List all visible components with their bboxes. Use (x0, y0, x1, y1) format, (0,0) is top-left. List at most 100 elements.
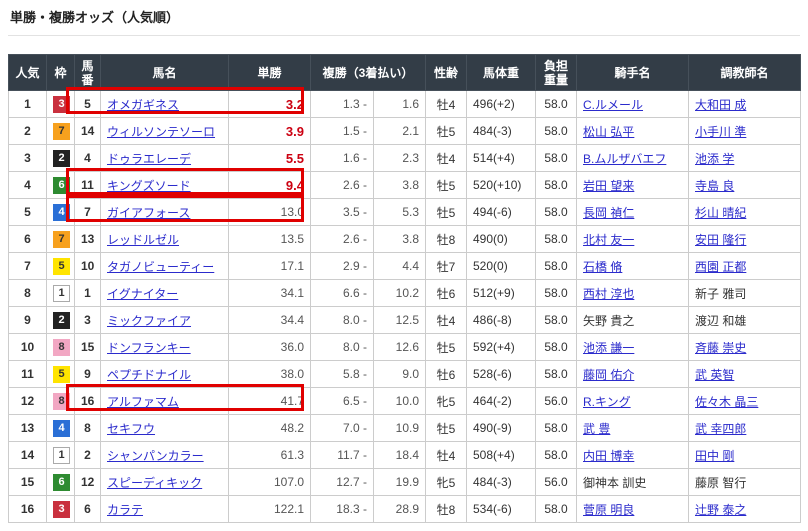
horse-number-cell: 4 (74, 144, 101, 172)
jockey-link[interactable]: 菅原 明良 (583, 502, 635, 517)
trainer-link[interactable]: 安田 隆行 (695, 232, 747, 247)
horse-name-link[interactable]: ガイアフォース (107, 205, 191, 220)
place-odds-max-cell: 4.4 (373, 252, 426, 280)
body-weight-cell: 464(-2) (466, 387, 536, 415)
trainer-link[interactable]: 佐々木 晶三 (695, 394, 759, 409)
horse-number-cell: 8 (74, 414, 101, 442)
place-odds-min: 8.0 (342, 340, 360, 354)
horse-number-cell: 13 (74, 225, 101, 253)
horse-name-link[interactable]: ミックファイア (107, 313, 192, 328)
trainer-link[interactable]: 小手川 準 (695, 124, 747, 139)
jockey-link[interactable]: 松山 弘平 (583, 124, 635, 139)
popularity-cell: 4 (8, 171, 47, 199)
trainer-link[interactable]: 西園 正都 (695, 259, 747, 274)
frame-badge: 8 (53, 392, 70, 410)
trainer-link[interactable]: 杉山 晴紀 (695, 205, 747, 220)
trainer-link[interactable]: 辻野 泰之 (695, 502, 747, 517)
place-odds-min: 18.3 (336, 502, 360, 516)
jockey-link[interactable]: 西村 淳也 (583, 286, 635, 301)
win-odds: 38.0 (280, 367, 304, 381)
horse-name-link[interactable]: ドンフランキー (107, 340, 191, 355)
trainer-link[interactable]: 斉藤 崇史 (695, 340, 747, 355)
odds-table-wrap: 人気 枠 馬番 馬名 単勝 複勝（3着払い） 性齢 馬体重 負担重量 騎手名 調… (8, 54, 801, 523)
place-odds-dash: - (363, 448, 367, 462)
jockey-link[interactable]: R.キング (583, 394, 631, 409)
jockey-link[interactable]: B.ムルザバエフ (583, 151, 667, 166)
jockey-link[interactable]: 岩田 望来 (583, 178, 635, 193)
place-odds-min-cell: 1.3 - (310, 90, 374, 118)
jockey-cell: 藤岡 佑介 (576, 360, 689, 388)
place-odds-dash: - (363, 259, 367, 273)
horse-name-link[interactable]: ウィルソンテソーロ (107, 124, 216, 139)
jockey-link[interactable]: C.ルメール (583, 97, 644, 112)
table-row: 12 8 16 アルファマム 41.7 6.5 - 10.0 牝5 464(-2… (8, 387, 801, 415)
table-row: 4 6 11 キングズソード 9.4 2.6 - 3.8 牡5 520(+10)… (8, 171, 801, 199)
horse-name-cell: スピーディキック (100, 468, 229, 496)
jockey-link[interactable]: 武 豊 (583, 421, 611, 436)
horse-name-link[interactable]: タガノビューティー (107, 259, 215, 274)
frame-cell: 5 (46, 360, 75, 388)
jockey-link[interactable]: 内田 博幸 (583, 448, 635, 463)
frame-badge: 1 (53, 284, 70, 302)
frame-cell: 7 (46, 225, 75, 253)
place-odds-dash: - (363, 475, 367, 489)
load-weight-cell: 58.0 (535, 144, 577, 172)
jockey-link[interactable]: 池添 謙一 (583, 340, 635, 355)
col-header-horse-name: 馬名 (100, 54, 229, 91)
header-row: 人気 枠 馬番 馬名 単勝 複勝（3着払い） 性齢 馬体重 負担重量 騎手名 調… (8, 54, 801, 91)
place-odds-min-cell: 3.5 - (310, 198, 374, 226)
body-weight-cell: 512(+9) (466, 279, 536, 307)
trainer-cell: 寺島 良 (688, 171, 801, 199)
frame-badge: 2 (53, 149, 70, 167)
trainer-cell: 武 幸四郎 (688, 414, 801, 442)
place-odds-dash: - (363, 151, 367, 165)
col-header-sex-age: 性齢 (425, 54, 467, 91)
jockey-cell: 長岡 禎仁 (576, 198, 689, 226)
odds-table-body: 1 3 5 オメガギネス 3.2 1.3 - 1.6 牡4 496(+2) 58… (8, 90, 801, 523)
frame-cell: 5 (46, 252, 75, 280)
horse-name-link[interactable]: ドゥラエレーデ (107, 151, 192, 166)
frame-badge: 7 (53, 122, 70, 140)
trainer-cell: 藤原 智行 (688, 468, 801, 496)
trainer-link[interactable]: 武 英智 (695, 367, 735, 382)
trainer-link[interactable]: 武 幸四郎 (695, 421, 747, 436)
body-weight-cell: 484(-3) (466, 117, 536, 145)
jockey-link[interactable]: 北村 友一 (583, 232, 635, 247)
sex-age-cell: 牡5 (425, 171, 467, 199)
horse-name-link[interactable]: ペプチドナイル (107, 367, 192, 382)
horse-name-link[interactable]: オメガギネス (107, 97, 180, 112)
jockey-link[interactable]: 長岡 禎仁 (583, 205, 635, 220)
table-row: 13 4 8 セキフウ 48.2 7.0 - 10.9 牡5 490(-9) 5… (8, 414, 801, 442)
frame-badge: 8 (53, 338, 70, 356)
horse-name-link[interactable]: シャンパンカラー (107, 448, 204, 463)
trainer-link[interactable]: 大和田 成 (695, 97, 747, 112)
place-odds-max-cell: 10.0 (373, 387, 426, 415)
popularity-cell: 15 (8, 468, 47, 496)
horse-name-link[interactable]: スピーディキック (107, 475, 203, 490)
trainer-link[interactable]: 寺島 良 (695, 178, 735, 193)
horse-number-cell: 5 (74, 90, 101, 118)
jockey-link[interactable]: 石橋 脩 (583, 259, 623, 274)
trainer-cell: 辻野 泰之 (688, 495, 801, 523)
horse-number-cell: 15 (74, 333, 101, 361)
win-odds-cell: 13.5 (228, 225, 311, 253)
horse-name-link[interactable]: イグナイター (107, 286, 179, 301)
horse-name-link[interactable]: カラテ (107, 502, 144, 517)
horse-name-link[interactable]: セキフウ (107, 421, 156, 436)
horse-name-link[interactable]: レッドルゼル (107, 232, 180, 247)
jockey-cell: 矢野 貴之 (576, 306, 689, 334)
trainer-cell: 小手川 準 (688, 117, 801, 145)
jockey-link[interactable]: 藤岡 佑介 (583, 367, 635, 382)
horse-name-cell: キングズソード (100, 171, 229, 199)
horse-name-link[interactable]: アルファマム (107, 394, 179, 409)
place-odds-min: 3.5 (342, 205, 360, 219)
win-odds: 3.9 (285, 123, 304, 139)
body-weight-cell: 494(-6) (466, 198, 536, 226)
trainer-link[interactable]: 池添 学 (695, 151, 735, 166)
horse-name-link[interactable]: キングズソード (107, 178, 191, 193)
col-header-win: 単勝 (228, 54, 311, 91)
table-row: 1 3 5 オメガギネス 3.2 1.3 - 1.6 牡4 496(+2) 58… (8, 90, 801, 118)
load-weight-cell: 58.0 (535, 117, 577, 145)
trainer-link[interactable]: 田中 剛 (695, 448, 735, 463)
